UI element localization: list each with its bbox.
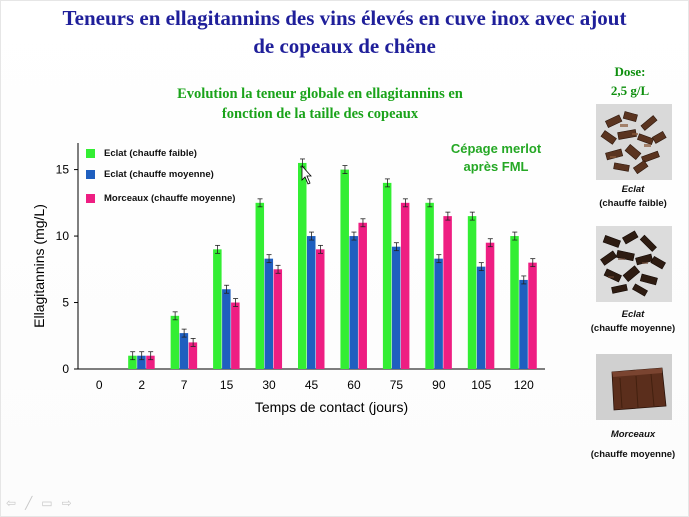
legend-swatch-1: [86, 169, 95, 179]
bar: [467, 216, 477, 369]
bar: [391, 246, 401, 369]
oak-chips-medium-photo: [596, 226, 672, 302]
bar: [519, 279, 528, 369]
y-axis-label: Ellagitannins (mg/L): [31, 204, 47, 328]
bar: [188, 342, 198, 369]
bar: [255, 202, 265, 369]
legend-swatch-0: [86, 148, 95, 158]
bar: [264, 258, 274, 369]
photo-label-3-name: Morceaux: [610, 429, 656, 440]
bar: [170, 315, 180, 369]
chart-title-line2: fonction de la taille des copeaux: [221, 106, 419, 122]
bar: [128, 355, 137, 369]
next-slide-icon[interactable]: ⇨: [61, 496, 72, 510]
legend-label-0: Eclat (chauffe faible): [104, 147, 197, 159]
slide-nav: ⇦ ╱ ▭ ⇨: [6, 496, 72, 510]
slide-title: Teneurs en ellagitannins des vins élevés…: [0, 4, 689, 60]
menu-icon[interactable]: ▭: [41, 496, 53, 510]
pointer-cursor-icon: [301, 164, 312, 185]
x-axis-label: Temps de contact (jours): [255, 399, 408, 415]
bar: [400, 202, 410, 369]
x-tick-label: 2: [138, 378, 145, 392]
x-tick-label: 30: [262, 378, 276, 392]
photo-label-2-name: Eclat: [621, 309, 645, 320]
bar: [307, 236, 316, 369]
x-tick-label: 15: [220, 378, 234, 392]
x-tick-label: 0: [96, 378, 103, 392]
legend-item-1: Eclat (chauffe moyenne): [86, 167, 214, 181]
bar: [146, 355, 155, 369]
oak-block-photo: [596, 354, 672, 420]
bar: [358, 222, 367, 369]
bar: [340, 169, 349, 369]
x-tick-label: 45: [305, 378, 319, 392]
legend-label-2: Morceaux (chauffe moyenne): [104, 192, 236, 204]
x-tick-label: 75: [390, 378, 404, 392]
photo-label-2-detail: (chauffe moyenne): [590, 323, 676, 334]
bar: [485, 242, 495, 369]
x-tick-label: 120: [514, 378, 534, 392]
bar: [349, 236, 358, 369]
slide-title-line2: de copeaux de chêne: [253, 34, 436, 58]
bar: [137, 355, 146, 369]
legend-item-0: Eclat (chauffe faible): [86, 146, 197, 160]
bar: [443, 216, 452, 369]
annotation-line2: après FML: [463, 159, 529, 174]
y-tick-label: 15: [56, 163, 70, 177]
bar: [222, 289, 231, 369]
bar: [425, 202, 434, 369]
bar: [179, 333, 189, 369]
photo-label-1-detail: (chauffe faible): [599, 198, 667, 209]
y-tick-label: 0: [62, 362, 69, 376]
bar: [213, 249, 222, 369]
bar: [476, 266, 486, 369]
x-tick-label: 105: [471, 378, 491, 392]
bar: [316, 249, 325, 369]
photo-label-3-detail: (chauffe moyenne): [590, 449, 676, 460]
dose-label: Dose: 2,5 g/L: [590, 62, 670, 100]
bar: [231, 302, 240, 369]
pen-icon[interactable]: ╱: [25, 496, 33, 510]
chart-title-line1: Evolution la teneur globale en ellagitan…: [177, 86, 463, 102]
legend-swatch-2: [86, 193, 95, 203]
prev-slide-icon[interactable]: ⇦: [6, 496, 17, 510]
bar: [298, 162, 307, 369]
y-tick-label: 5: [62, 296, 69, 310]
bar: [273, 269, 283, 369]
chart-annotation: Cépage merlot après FML: [430, 140, 562, 176]
y-tick-label: 10: [56, 229, 70, 243]
legend-item-2: Morceaux (chauffe moyenne): [86, 191, 235, 205]
dose-line2: 2,5 g/L: [610, 83, 650, 98]
chart-title: Evolution la teneur globale en ellagitan…: [120, 84, 520, 124]
bar: [510, 236, 519, 369]
bar: [434, 258, 443, 369]
slide-title-line1: Teneurs en ellagitannins des vins élevés…: [62, 6, 627, 30]
photo-label-3: Morceaux (chauffe moyenne): [578, 428, 688, 462]
bar: [382, 182, 392, 369]
photo-label-1-name: Eclat: [621, 184, 645, 195]
annotation-line1: Cépage merlot: [450, 141, 542, 156]
oak-chips-light-photo: [596, 104, 672, 180]
legend-label-1: Eclat (chauffe moyenne): [104, 168, 214, 180]
photo-label-1: Eclat (chauffe faible): [578, 183, 688, 211]
bar: [528, 262, 537, 369]
x-tick-label: 90: [432, 378, 446, 392]
photo-label-2: Eclat (chauffe moyenne): [578, 308, 688, 336]
x-tick-label: 7: [181, 378, 188, 392]
x-tick-label: 60: [347, 378, 361, 392]
dose-line1: Dose:: [614, 64, 646, 79]
